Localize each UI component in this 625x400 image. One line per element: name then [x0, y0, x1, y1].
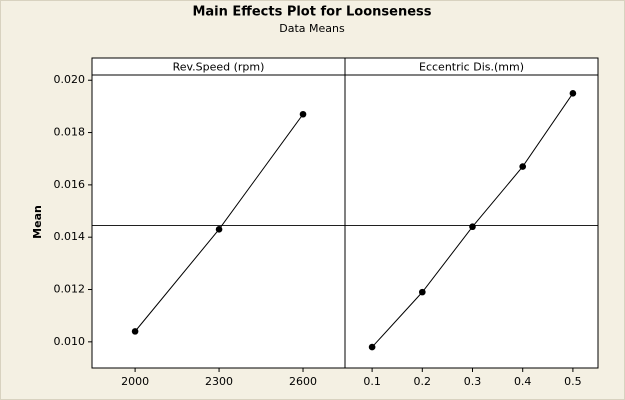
x-tick-label: 0.5: [564, 375, 582, 388]
x-tick-label: 0.2: [414, 375, 432, 388]
panel-label: Rev.Speed (rpm): [173, 61, 265, 74]
data-point: [469, 223, 476, 231]
x-tick-label: 0.1: [363, 375, 381, 388]
y-tick-label: 0.012: [54, 283, 86, 296]
chart-title: Main Effects Plot for Loonseness: [192, 5, 431, 20]
data-point: [215, 226, 223, 233]
data-point: [569, 90, 577, 97]
y-tick-label: 0.020: [54, 73, 86, 86]
y-tick-label: 0.010: [54, 335, 86, 348]
x-tick-label: 0.3: [464, 375, 482, 388]
chart-subtitle: Data Means: [279, 22, 345, 35]
panel-frame: [344, 57, 599, 369]
data-point: [299, 110, 307, 118]
y-tick-label: 0.014: [54, 230, 86, 243]
y-tick-label: 0.016: [54, 178, 86, 191]
data-point: [519, 163, 527, 170]
y-axis-label: Mean: [31, 205, 44, 239]
data-point: [419, 288, 426, 296]
x-tick-label: 2000: [121, 375, 149, 388]
x-tick-label: 2300: [205, 375, 233, 388]
data-point: [131, 328, 139, 335]
panel-label: Eccentric Dis.(mm): [419, 61, 524, 74]
data-point: [368, 343, 376, 351]
x-tick-label: 0.4: [514, 375, 532, 388]
y-tick-label: 0.018: [54, 126, 86, 139]
x-tick-label: 2600: [289, 375, 317, 388]
